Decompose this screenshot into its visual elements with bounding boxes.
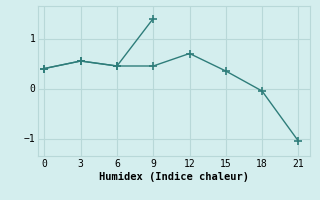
X-axis label: Humidex (Indice chaleur): Humidex (Indice chaleur)	[100, 172, 249, 182]
